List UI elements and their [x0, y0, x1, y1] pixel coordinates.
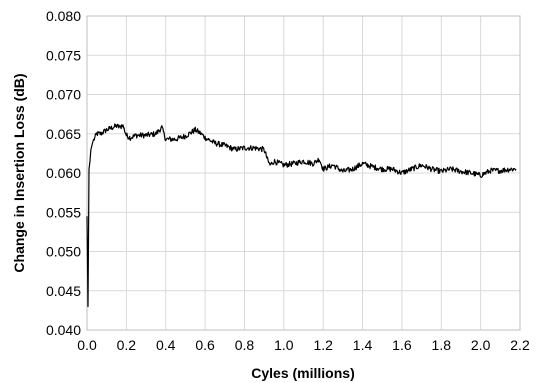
- y-tick-label: 0.050: [46, 244, 81, 260]
- x-tick-label: 1.6: [392, 337, 412, 353]
- y-tick-label: 0.040: [46, 322, 81, 338]
- x-tick-label: 1.2: [313, 337, 333, 353]
- y-tick-label: 0.070: [46, 87, 81, 103]
- x-tick-label: 2.0: [471, 337, 491, 353]
- x-axis-title: Cyles (millions): [251, 365, 354, 381]
- plot-area-frame: [86, 15, 521, 331]
- y-tick-label: 0.045: [46, 283, 81, 299]
- x-tick-label: 0.0: [77, 337, 97, 353]
- x-tick-labels: 0.0 0.2 0.4 0.6 0.8 1.0 1.2 1.4 1.6 1.8 2.0 2.2: [77, 337, 530, 353]
- x-tick-label: 2.2: [510, 337, 530, 353]
- y-tick-labels: 0.040 0.045 0.050 0.055 0.060 0.065 0.070 0.075…: [46, 8, 81, 338]
- y-tick-label: 0.065: [46, 126, 81, 142]
- y-tick-label: 0.075: [46, 47, 81, 63]
- x-tick-label: 1.8: [432, 337, 452, 353]
- insertion-loss-series-line: [86, 123, 517, 308]
- x-tick-label: 1.0: [274, 337, 294, 353]
- y-tick-label: 0.080: [46, 8, 81, 24]
- x-tick-label: 1.4: [353, 337, 373, 353]
- y-axis-title: Change in Insertion Loss (dB): [11, 73, 27, 272]
- x-tick-label: 0.8: [235, 337, 255, 353]
- x-tick-label: 0.4: [156, 337, 176, 353]
- y-tick-label: 0.060: [46, 165, 81, 181]
- y-tick-label: 0.055: [46, 204, 81, 220]
- x-tick-label: 0.2: [117, 337, 137, 353]
- x-tick-label: 0.6: [195, 337, 215, 353]
